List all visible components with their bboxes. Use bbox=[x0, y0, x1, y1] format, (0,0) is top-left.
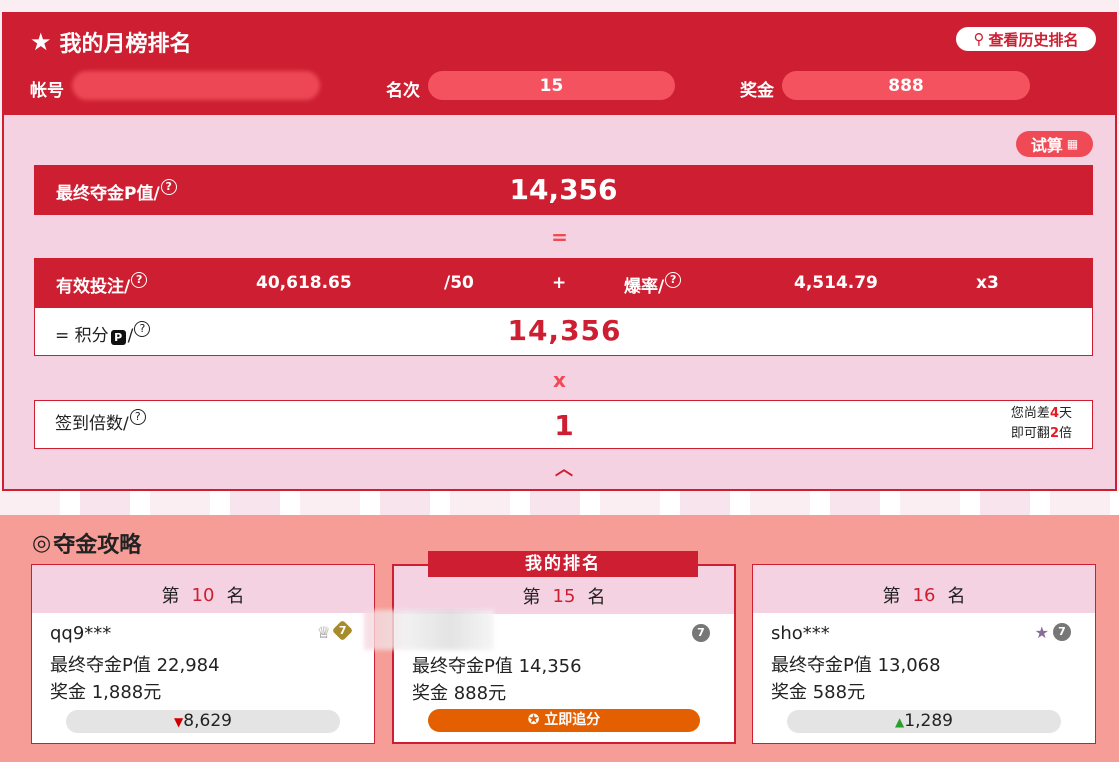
signin-row: 签到倍数/? 1 您尚差4天 即可翻2倍 bbox=[34, 400, 1093, 449]
bonus-value: 888 bbox=[782, 71, 1030, 100]
points-value: 14,356 bbox=[507, 314, 622, 347]
account-label: 帐号 bbox=[30, 81, 64, 101]
arrow-down-icon: ▼ bbox=[174, 715, 184, 729]
times-sign: x bbox=[553, 368, 566, 392]
burst-value: 4,514.79 bbox=[794, 273, 878, 293]
strategy-title: ◎ 夺金攻略 bbox=[32, 530, 142, 559]
help-icon[interactable]: ? bbox=[134, 321, 151, 337]
level-badge-icon: 7 bbox=[1053, 623, 1071, 641]
signin-value: 1 bbox=[554, 409, 575, 442]
player-name: qq9*** bbox=[50, 623, 112, 644]
search-icon: ⚲ bbox=[973, 30, 985, 48]
target-icon: ◎ bbox=[32, 530, 52, 556]
chip-icon: ✪ bbox=[527, 712, 540, 728]
help-icon[interactable]: ? bbox=[129, 409, 146, 425]
player-name-redacted bbox=[364, 610, 494, 650]
help-icon[interactable]: ? bbox=[665, 272, 682, 288]
calculator-icon: ▦ bbox=[1066, 137, 1079, 151]
final-pvalue: 14,356 bbox=[509, 173, 618, 206]
gap-indicator: ▲1,289 bbox=[787, 710, 1061, 733]
rank-card-above: 第 10 名 ♕ 7 qq9*** 最终夺金P值 22,984 奖金 1,888元 ▼… bbox=[31, 564, 375, 744]
final-pvalue-row: 最终夺金P值/? 14,356 bbox=[34, 165, 1093, 215]
rank-card-mine: 第 15 名 7 最终夺金P值 14,356 奖金 888元 ✪ 立即追分 bbox=[364, 564, 736, 744]
my-rank-tag: 我的排名 bbox=[428, 551, 698, 577]
trial-calc-button[interactable]: 试算 ▦ bbox=[1016, 131, 1093, 157]
bet-value: 40,618.65 bbox=[256, 273, 352, 293]
rank-label: 名次 bbox=[386, 81, 420, 101]
bet-row: 有效投注/? 40,618.65 /50 + 爆率/? 4,514.79 x3 bbox=[34, 258, 1093, 307]
equals-sign: = bbox=[551, 225, 568, 249]
star-icon: ★ bbox=[30, 28, 52, 56]
p-icon: P bbox=[110, 330, 126, 345]
star-badge-icon: ★ bbox=[1034, 623, 1049, 642]
signin-note: 您尚差4天 即可翻2倍 bbox=[1010, 406, 1072, 441]
trophy-icon: ♕ bbox=[316, 623, 331, 642]
level-badge-icon: 7 bbox=[331, 619, 354, 642]
page-title: ★ 我的月榜排名 bbox=[30, 28, 192, 57]
history-ranking-button[interactable]: ⚲ 查看历史排名 bbox=[956, 27, 1096, 51]
collapse-chevron-up-icon[interactable]: ︿ bbox=[555, 459, 573, 480]
arrow-up-icon: ▲ bbox=[895, 715, 905, 729]
points-row: = 积分 P /? 14,356 bbox=[34, 307, 1093, 356]
rank-card-below: 第 16 名 ★ 7 sho*** 最终夺金P值 13,068 奖金 588元 ▲1,… bbox=[752, 564, 1096, 744]
chase-points-button[interactable]: ✪ 立即追分 bbox=[428, 709, 700, 732]
account-value bbox=[72, 71, 320, 100]
gap-indicator: ▼8,629 bbox=[66, 710, 340, 733]
player-name: sho*** bbox=[771, 623, 830, 644]
help-icon[interactable]: ? bbox=[131, 272, 148, 288]
level-badge-icon: 7 bbox=[692, 624, 710, 642]
rank-value: 15 bbox=[428, 71, 675, 100]
bonus-label: 奖金 bbox=[740, 81, 774, 101]
divider-strip bbox=[0, 491, 1119, 515]
help-icon[interactable]: ? bbox=[160, 179, 177, 195]
